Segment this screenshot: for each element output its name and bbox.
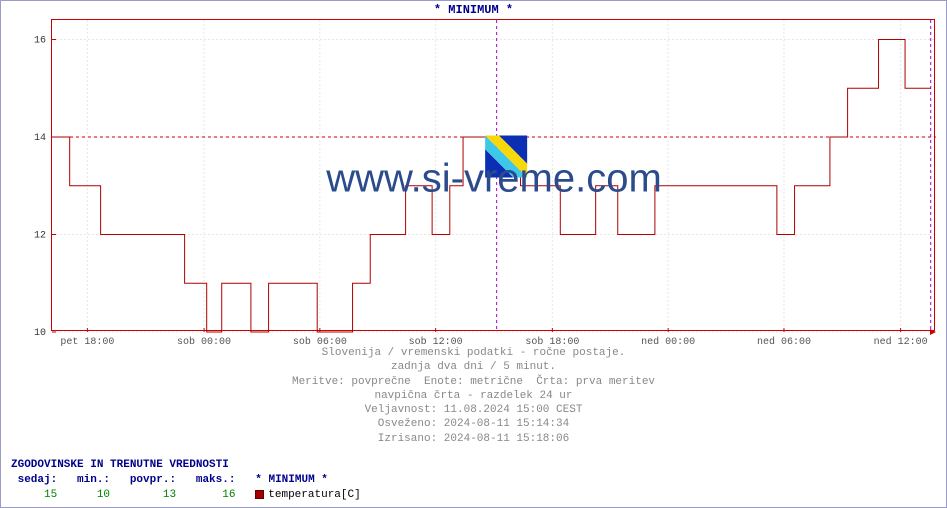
plot-area: 10121416pet 18:00sob 00:00sob 06:00sob 1… (51, 19, 935, 331)
footer-line: Slovenija / vremenski podatki - ročne po… (1, 346, 946, 360)
footer-line: zadnja dva dni / 5 minut. (1, 360, 946, 374)
chart-svg: 10121416pet 18:00sob 00:00sob 06:00sob 1… (52, 20, 936, 332)
history-values-row: 15 10 13 16 temperatura[C] (11, 488, 361, 503)
svg-text:16: 16 (34, 36, 46, 47)
history-header-row: sedaj: min.: povpr.: maks.: * MINIMUM * (11, 473, 361, 488)
footer-line: Osveženo: 2024-08-11 15:14:34 (1, 417, 946, 431)
svg-text:10: 10 (34, 328, 46, 339)
footer-line: navpična črta - razdelek 24 ur (1, 389, 946, 403)
svg-text:www.si-vreme.com: www.si-vreme.com (325, 157, 662, 201)
history-block: ZGODOVINSKE IN TRENUTNE VREDNOSTI sedaj:… (11, 458, 361, 503)
legend-swatch (255, 490, 264, 499)
footer-line: Meritve: povprečne Enote: metrične Črta:… (1, 375, 946, 389)
svg-text:14: 14 (34, 133, 46, 144)
chart-title: * MINIMUM * (1, 3, 946, 17)
history-title: ZGODOVINSKE IN TRENUTNE VREDNOSTI (11, 458, 361, 473)
footer-line: Veljavnost: 11.08.2024 15:00 CEST (1, 403, 946, 417)
page: * MINIMUM * www.si-vreme.com 10121416pet… (0, 0, 947, 508)
svg-text:12: 12 (34, 231, 46, 242)
footer-line: Izrisano: 2024-08-11 15:18:06 (1, 432, 946, 446)
footer-text-block: Slovenija / vremenski podatki - ročne po… (1, 346, 946, 446)
